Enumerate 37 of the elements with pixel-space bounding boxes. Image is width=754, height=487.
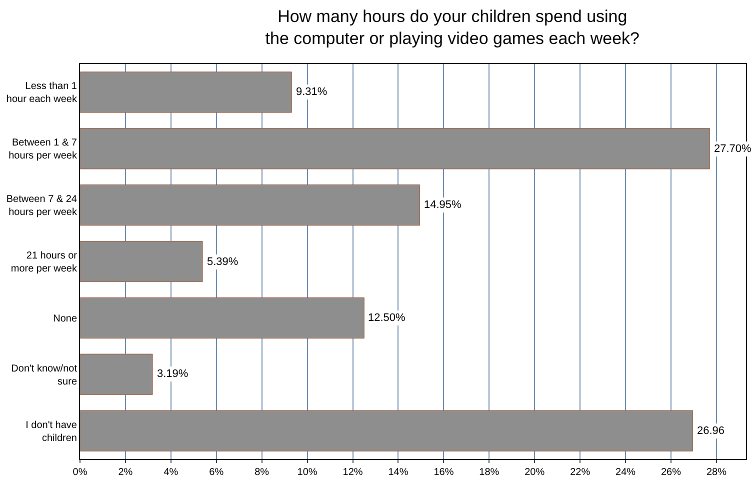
data-label: 9.31% bbox=[296, 86, 328, 98]
x-tick-label: 24% bbox=[616, 467, 636, 478]
x-tick-label: 26% bbox=[660, 467, 682, 478]
x-tick-label: 0% bbox=[72, 467, 88, 478]
data-label: 12.50% bbox=[368, 312, 406, 324]
data-label: 3.19% bbox=[157, 368, 188, 380]
x-tick-label: 2% bbox=[118, 467, 133, 478]
data-label: 14.95% bbox=[424, 199, 462, 211]
data-label: 26.96 bbox=[697, 425, 725, 437]
x-tick-label: 18% bbox=[479, 467, 500, 478]
x-tick-label: 8% bbox=[254, 467, 270, 478]
y-tick-label: I don't have children bbox=[26, 420, 78, 444]
chart-title: How many hours do your children spend using the computer or playing video games each week? bbox=[265, 6, 640, 48]
y-tick-label: Don't know/not sure bbox=[11, 363, 78, 388]
x-tick-label: 4% bbox=[164, 467, 178, 478]
bar bbox=[80, 354, 153, 395]
bar bbox=[80, 184, 420, 226]
bar bbox=[80, 410, 694, 452]
y-tick-label: Between 1 & 7 hours per week bbox=[8, 138, 78, 162]
y-tick-label: Less than 1 hour each week bbox=[6, 81, 78, 106]
x-tick-label: 16% bbox=[434, 467, 454, 478]
bar bbox=[80, 72, 292, 113]
x-tick-label: 6% bbox=[209, 467, 224, 478]
x-tick-label: 14% bbox=[388, 467, 408, 478]
y-tick-label: Between 7 & 24 hours per week bbox=[6, 194, 78, 218]
bar bbox=[80, 128, 710, 170]
x-tick-label: 28% bbox=[706, 467, 727, 478]
bar bbox=[80, 240, 203, 282]
x-tick-label: 12% bbox=[342, 467, 363, 478]
data-label: 5.39% bbox=[207, 256, 238, 268]
x-tick-label: 22% bbox=[570, 467, 590, 478]
x-tick-label: 20% bbox=[524, 467, 545, 478]
y-tick-label: None bbox=[53, 313, 78, 324]
y-tick-label: 21 hours or more per week bbox=[10, 250, 78, 274]
data-label: 27.70% bbox=[714, 143, 752, 155]
x-tick-label: 10% bbox=[297, 467, 318, 478]
bar bbox=[80, 297, 364, 338]
